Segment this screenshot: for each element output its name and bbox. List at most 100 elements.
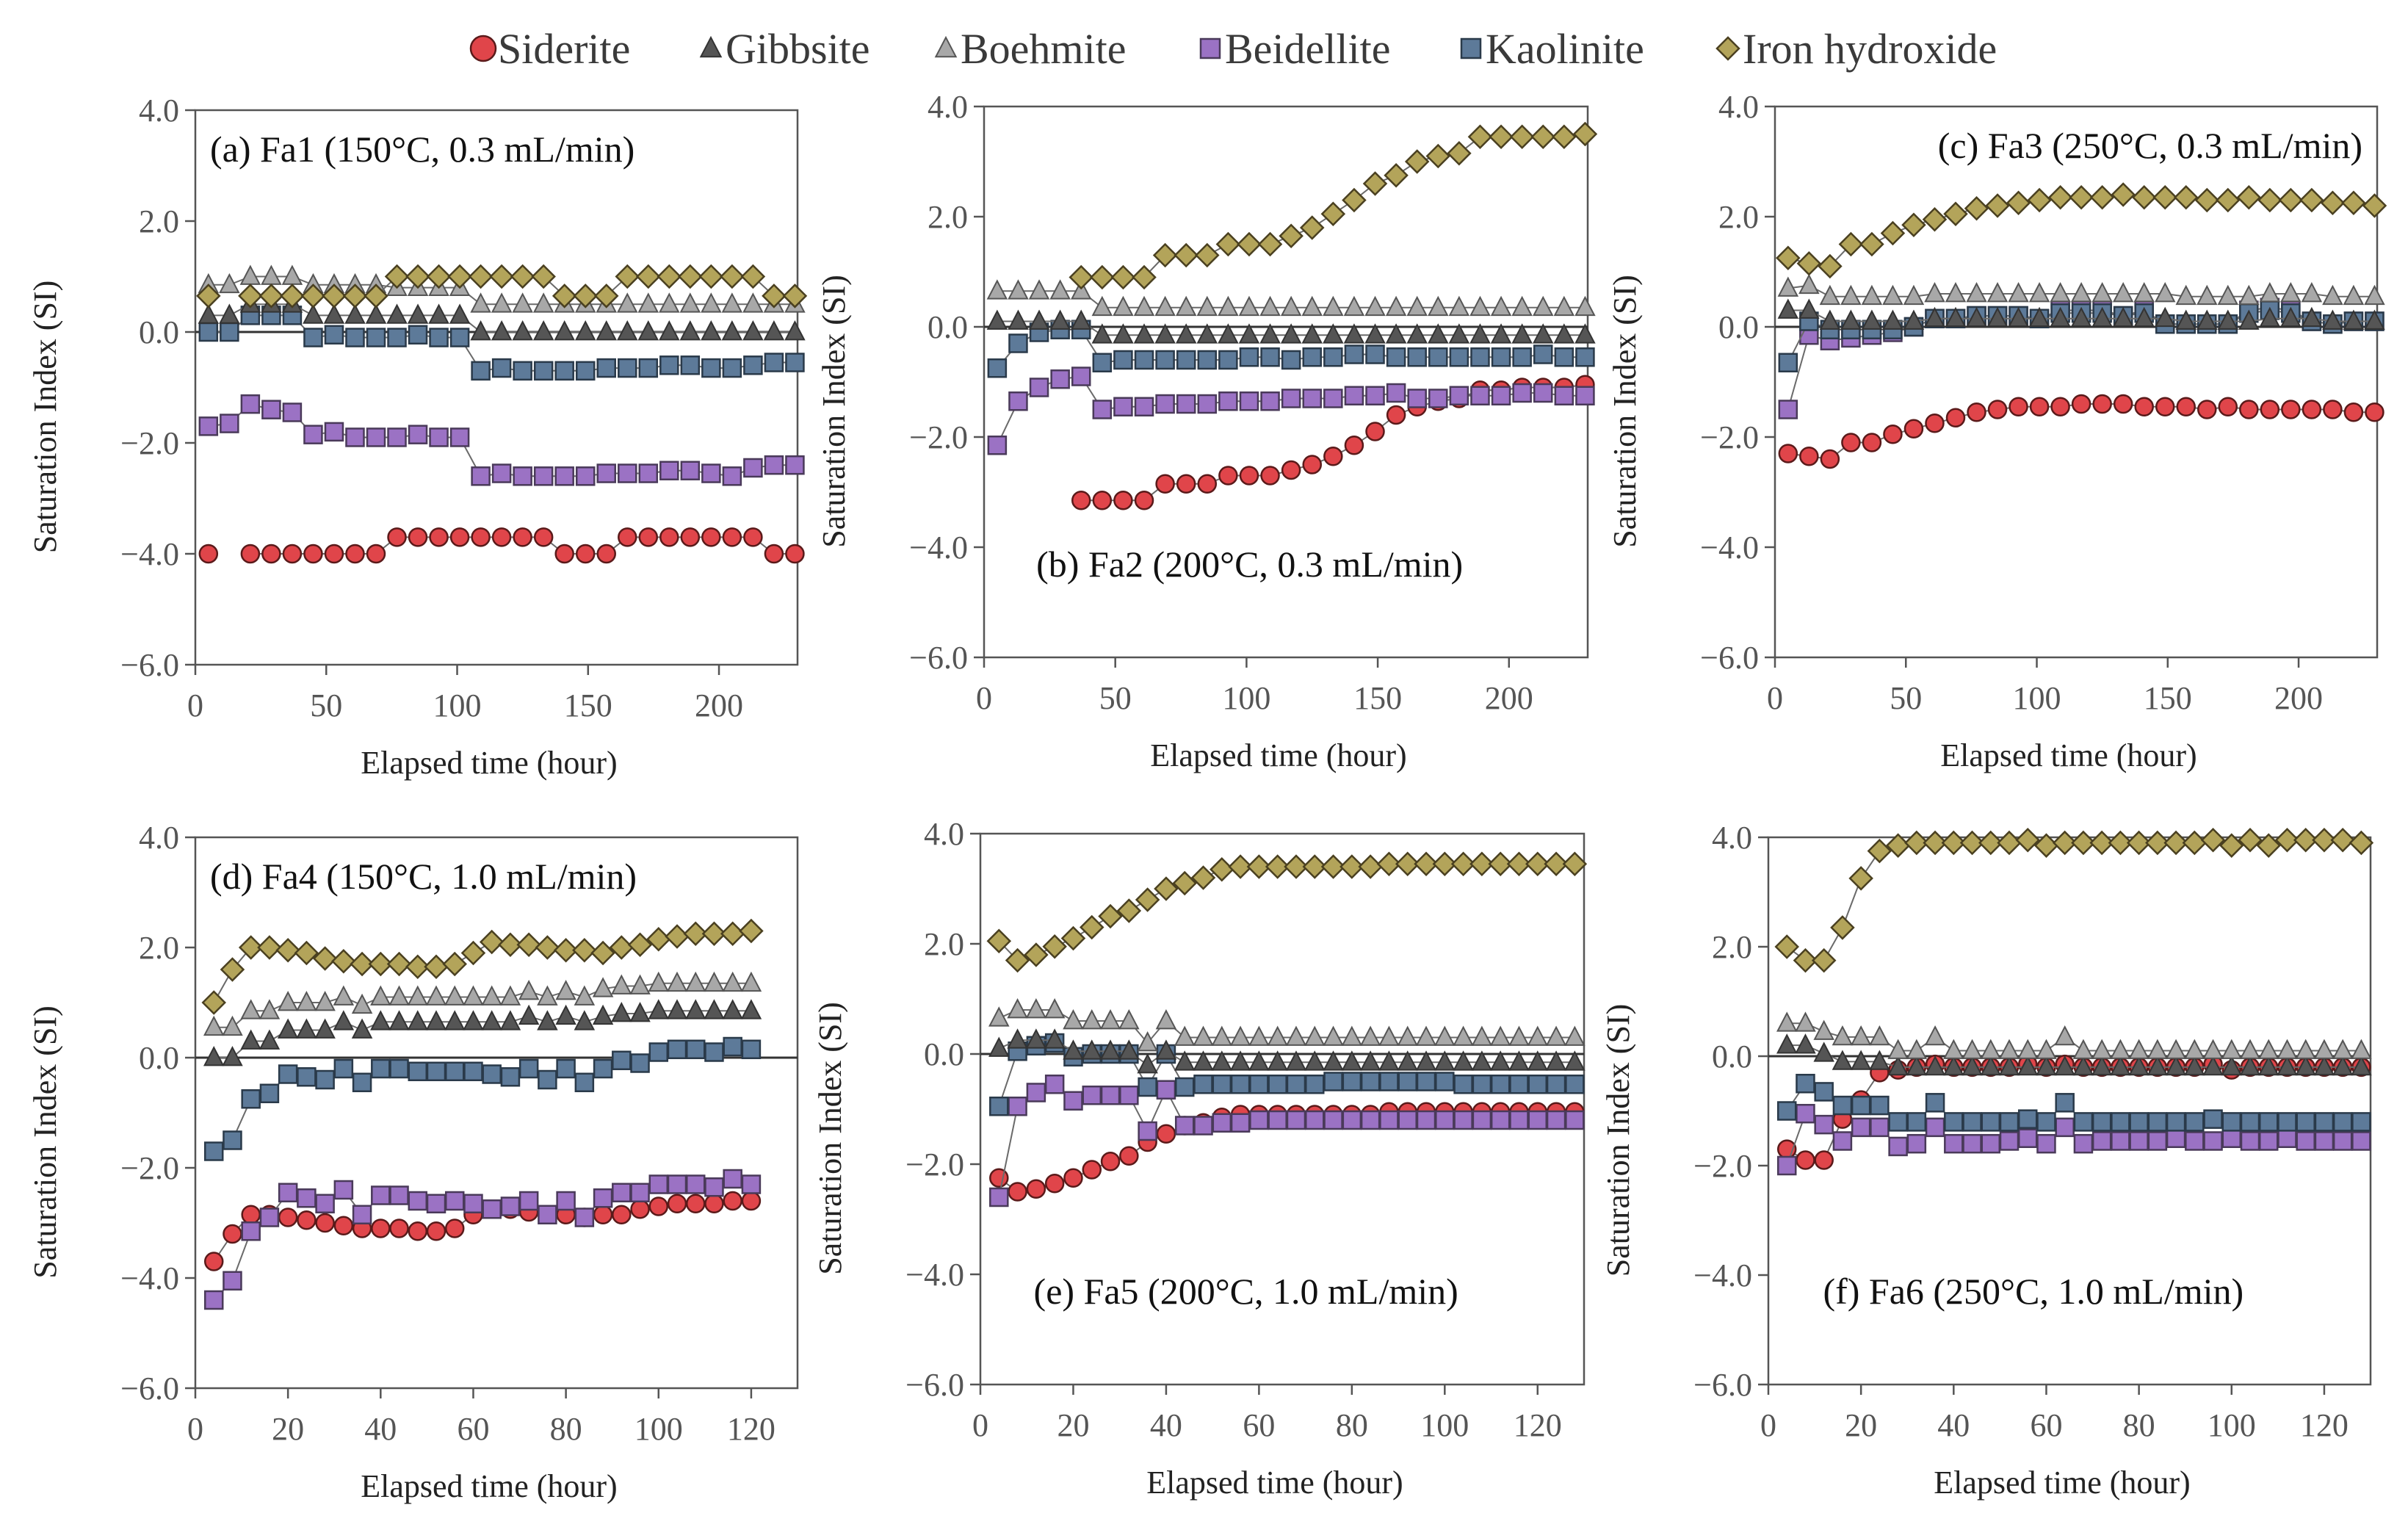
- data-point: [2194, 187, 2220, 213]
- panel-title: (d) Fa4 (150°C, 1.0 mL/min): [210, 856, 637, 897]
- data-point: [1007, 998, 1028, 1019]
- data-point: [593, 1058, 613, 1079]
- data-point: [629, 1002, 651, 1022]
- data-point: [500, 1196, 521, 1216]
- data-point: [1092, 353, 1113, 372]
- data-point: [741, 1174, 762, 1194]
- data-point: [2238, 284, 2260, 306]
- y-tick-label: 4.0: [928, 89, 968, 125]
- y-tick-label: 4.0: [1718, 89, 1759, 125]
- data-point: [1259, 323, 1281, 344]
- data-point: [499, 985, 521, 1006]
- data-point: [740, 999, 762, 1019]
- data-point: [762, 284, 787, 308]
- data-point: [2008, 282, 2029, 303]
- data-point: [203, 1252, 224, 1271]
- data-point: [1259, 295, 1281, 317]
- data-point: [2240, 1131, 2260, 1151]
- data-point: [698, 264, 724, 289]
- data-point: [500, 1067, 521, 1087]
- data-point: [764, 544, 784, 564]
- data-point: [331, 948, 356, 974]
- plot-area: [1774, 105, 2379, 659]
- data-point: [345, 328, 365, 347]
- data-point: [1964, 195, 1989, 221]
- data-point: [1246, 854, 1272, 879]
- data-point: [314, 991, 336, 1011]
- data-point: [1049, 279, 1071, 300]
- data-point: [1869, 1025, 1890, 1046]
- data-point: [1906, 1039, 1928, 1059]
- y-tick-label: −6.0: [120, 1371, 179, 1407]
- data-point: [1870, 1117, 1890, 1138]
- data-point: [2257, 1039, 2279, 1059]
- data-point: [683, 921, 708, 947]
- data-point: [1079, 914, 1104, 940]
- data-point: [1091, 323, 1113, 344]
- data-point: [2113, 394, 2133, 414]
- data-point: [333, 1216, 354, 1235]
- data-point: [1092, 400, 1113, 419]
- data-point: [389, 1185, 409, 1205]
- data-point: [611, 974, 632, 994]
- data-point: [1133, 323, 1155, 344]
- data-point: [1119, 1086, 1139, 1105]
- data-point: [2258, 1112, 2279, 1132]
- data-point: [618, 358, 637, 378]
- data-point: [1008, 1097, 1027, 1116]
- data-point: [449, 527, 470, 547]
- data-point: [679, 320, 701, 341]
- data-point: [2091, 282, 2113, 303]
- data-point: [2091, 1112, 2112, 1132]
- data-point: [386, 951, 412, 977]
- data-point: [2091, 1039, 2113, 1059]
- y-tick-label: 0.0: [928, 309, 968, 345]
- data-point: [2147, 1055, 2169, 1076]
- data-point: [1923, 830, 1948, 856]
- data-point: [1044, 1174, 1065, 1194]
- data-point: [2110, 1039, 2131, 1059]
- data-point: [986, 309, 1008, 330]
- data-point: [387, 328, 407, 347]
- data-point: [1406, 295, 1428, 317]
- data-point: [1862, 433, 1882, 452]
- data-point: [315, 1069, 335, 1090]
- x-tick-label: 50: [1890, 680, 1922, 716]
- y-tick-label: −2.0: [905, 1147, 964, 1183]
- data-point: [2202, 1055, 2224, 1076]
- data-point: [2197, 400, 2217, 419]
- data-point: [1193, 1050, 1214, 1071]
- data-point: [680, 461, 701, 480]
- data-point: [1156, 1080, 1176, 1100]
- data-point: [657, 264, 682, 289]
- data-point: [1407, 389, 1427, 408]
- data-point: [1301, 295, 1323, 317]
- data-point: [1450, 851, 1476, 877]
- data-point: [426, 1061, 446, 1081]
- data-point: [1343, 295, 1365, 317]
- legend-label: Iron hydroxide: [1743, 25, 1997, 73]
- data-point: [2184, 1055, 2205, 1076]
- chart-panel-c: 4.0 2.0 0.0 −2.0 −4.0 −6.00 50 100 150 200 Elapsed…: [1607, 89, 2387, 773]
- data-point: [1509, 124, 1535, 150]
- data-point: [596, 463, 616, 483]
- data-point: [986, 928, 1012, 954]
- data-point: [1100, 1086, 1121, 1105]
- data-point: [1028, 309, 1050, 330]
- data-point: [463, 1061, 483, 1081]
- legend-marker-diamond-icon: [1715, 36, 1740, 61]
- data-point: [2364, 309, 2385, 330]
- data-point: [1174, 1116, 1195, 1136]
- data-point: [345, 544, 365, 564]
- data-point: [1795, 1011, 1816, 1032]
- y-tick-label: 0.0: [139, 314, 179, 350]
- data-point: [1525, 851, 1550, 877]
- data-point: [481, 985, 502, 1006]
- data-point: [1118, 1009, 1140, 1030]
- data-point: [219, 303, 240, 324]
- data-point: [277, 991, 299, 1011]
- data-point: [1229, 1050, 1251, 1071]
- data-point: [1903, 419, 1924, 438]
- panel-title: (a) Fa1 (150°C, 0.3 mL/min): [210, 129, 634, 170]
- y-axis-label: Saturation Index (SI): [812, 1002, 848, 1274]
